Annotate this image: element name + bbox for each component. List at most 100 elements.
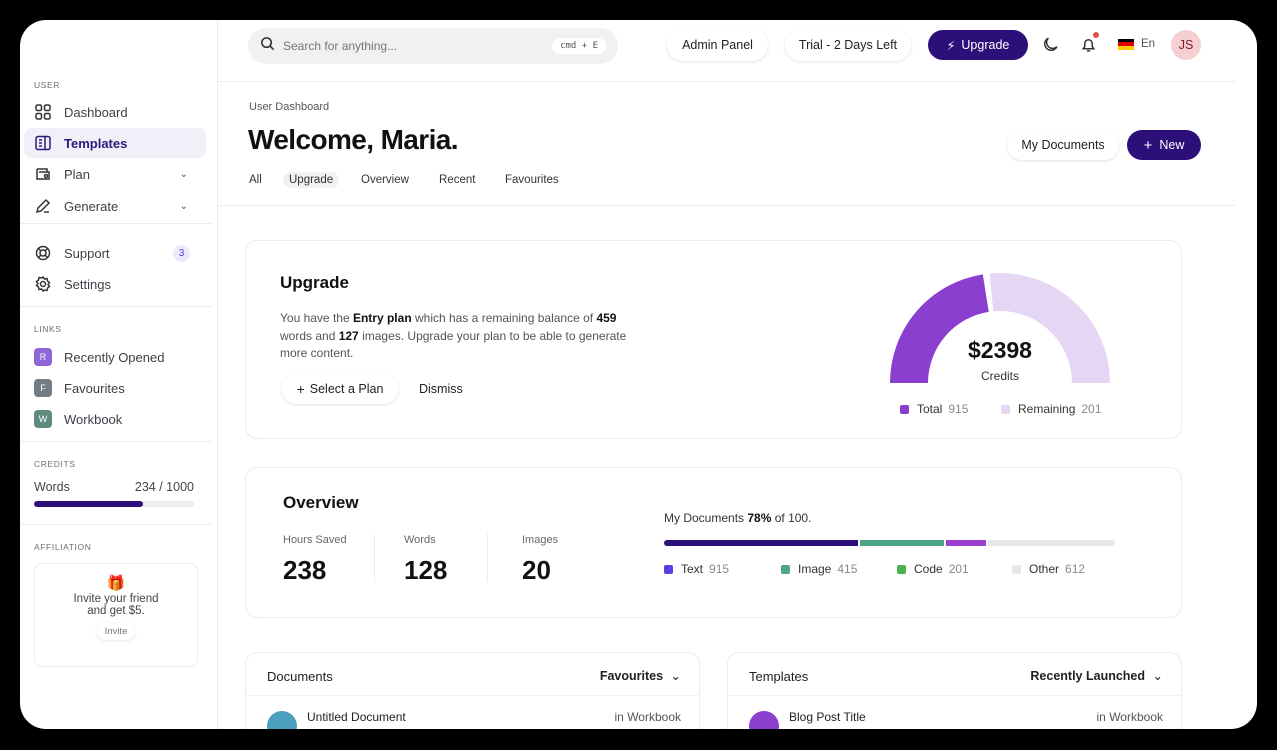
sidebar-item-label: Settings [64,276,111,292]
documents-title: Documents [267,669,333,684]
credits-label: Words [34,480,70,494]
sidebar-item-templates[interactable]: Templates [24,128,206,158]
section-label-user: USER [34,80,61,90]
document-avatar [267,711,297,729]
gauge-arc-remaining [989,273,1110,384]
my-documents-button[interactable]: My Documents [1007,130,1119,160]
divider [20,524,212,525]
overview-card: Overview Hours Saved 238 Words 128 Image… [245,467,1182,618]
chevron-down-icon[interactable]: ⌄ [179,200,188,212]
credits-value: 234 / 1000 [134,480,194,494]
lightning-icon: ⚡︎ [946,38,956,53]
legend-remaining: Remaining 201 [1001,402,1101,416]
notification-dot [1093,32,1099,38]
documents-card: Documents Favourites ⌄ Untitled Document… [245,652,700,729]
sidebar-item-settings[interactable]: Settings [24,269,206,299]
usage-segment-code [946,540,987,546]
templates-title: Templates [749,669,809,684]
link-workbook[interactable]: W Workbook [24,404,206,434]
sidebar-item-support[interactable]: Support 3 [24,238,206,268]
moon-icon [1042,37,1059,57]
link-recently-opened[interactable]: R Recently Opened [24,342,206,372]
legend-total: Total 915 [900,402,968,416]
admin-panel-button[interactable]: Admin Panel [667,29,768,61]
documents-usage-text: My Documents 78% of 100. [664,511,812,525]
overview-title: Overview [283,493,359,512]
search-input[interactable] [283,39,533,53]
sidebar-item-label: Support [64,245,110,261]
sidebar-item-dashboard[interactable]: Dashboard [24,97,206,127]
upgrade-card: Upgrade You have the Entry plan which ha… [245,240,1182,439]
link-label: Favourites [64,380,125,396]
stat-value: 128 [404,555,448,585]
divider [20,306,212,307]
divider [728,695,1181,696]
templates-filter-dropdown[interactable]: Recently Launched ⌄ [1030,669,1163,683]
divider [246,695,699,696]
document-name[interactable]: Untitled Document [307,710,406,724]
select-plan-button[interactable]: + Select a Plan [282,374,398,404]
link-favourites[interactable]: F Favourites [24,373,206,403]
search-icon [260,36,275,56]
new-button[interactable]: + New [1127,130,1201,160]
document-icon [34,134,52,152]
affiliation-text: and get $5. [87,605,145,617]
new-label: New [1159,138,1185,152]
upgrade-label: Upgrade [961,38,1010,52]
chevron-down-icon[interactable]: ⌄ [179,168,188,180]
legend-swatch [664,564,673,574]
tab-favourites[interactable]: Favourites [505,174,559,186]
dark-mode-toggle[interactable] [1042,36,1059,58]
legend-swatch [781,564,790,574]
link-letter-icon: R [34,348,52,366]
header-divider [218,81,1235,82]
link-label: Workbook [64,411,123,427]
tab-overview[interactable]: Overview [361,174,409,186]
sidebar-item-label: Dashboard [64,104,128,120]
sidebar-item-label: Plan [64,166,91,182]
documents-filter-dropdown[interactable]: Favourites ⌄ [599,669,681,683]
sidebar-item-generate[interactable]: Generate ⌄ [24,191,206,221]
search-bar[interactable]: cmd + E [248,28,618,64]
invite-button[interactable]: Invite [97,623,136,640]
templates-card: Templates Recently Launched ⌄ Blog Post … [727,652,1182,729]
link-letter-icon: W [34,410,52,428]
sidebar-item-label: Templates [64,135,128,151]
tab-all[interactable]: All [249,174,262,186]
link-label: Recently Opened [64,349,165,365]
wallet-icon [34,165,52,183]
app-window: USER Dashboard Templates Plan ⌄ Generate… [20,20,1257,729]
tab-upgrade[interactable]: Upgrade [283,172,340,188]
gauge-label: Credits [980,369,1019,383]
usage-segment-image [859,540,945,546]
sidebar-item-label: Generate [64,198,119,214]
upgrade-title: Upgrade [280,273,349,292]
select-plan-label: Select a Plan [309,382,384,396]
breadcrumb[interactable]: User Dashboard [249,101,330,113]
trial-button[interactable]: Trial - 2 Days Left [785,29,911,61]
legend-text: Text 915 [664,562,729,576]
template-location: in Workbook [1096,710,1163,724]
grid-icon [34,103,52,121]
affiliation-text: Invite your friend [73,593,159,605]
credits-progress-fill [34,501,143,507]
usage-segment-other [988,540,1115,546]
tab-recent[interactable]: Recent [439,174,476,186]
dismiss-button[interactable]: Dismiss [419,382,463,396]
stat-value: 238 [283,555,327,585]
upgrade-button[interactable]: ⚡︎ Upgrade [928,30,1028,60]
legend-swatch [897,564,906,574]
section-label-links: LINKS [34,324,62,334]
notifications-button[interactable] [1080,32,1099,58]
legend-swatch [1001,404,1010,414]
tabs-divider [218,205,1235,206]
template-avatar [749,711,779,729]
documents-usage-bar [664,540,1115,546]
divider [487,534,488,582]
language-selector[interactable]: En [1118,38,1155,50]
gauge-arc-total [890,274,990,384]
gauge-value: $2398 [968,337,1032,363]
avatar[interactable]: JS [1171,30,1201,60]
template-name[interactable]: Blog Post Title [789,710,866,724]
sidebar-item-plan[interactable]: Plan ⌄ [24,159,206,189]
